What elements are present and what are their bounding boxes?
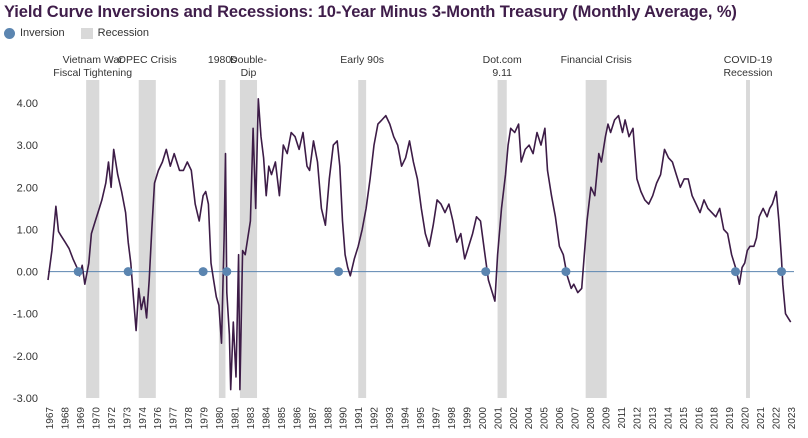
x-tick-label: 1983 bbox=[246, 407, 257, 430]
y-tick-label: 1.00 bbox=[17, 224, 38, 236]
recession-swatch-icon bbox=[80, 27, 93, 39]
x-tick-label: 2022 bbox=[772, 407, 783, 430]
inversion-marker bbox=[481, 267, 491, 277]
x-tick-label: 1992 bbox=[370, 407, 381, 430]
inversion-marker bbox=[222, 267, 232, 277]
recession-band bbox=[746, 80, 750, 398]
x-tick-label: 1976 bbox=[153, 407, 164, 430]
x-tick-label: 1967 bbox=[45, 407, 56, 430]
x-tick-label: 1999 bbox=[462, 407, 473, 430]
recession-band bbox=[138, 80, 156, 398]
x-tick-label: 1987 bbox=[308, 407, 319, 430]
x-tick-label: 1973 bbox=[122, 407, 133, 430]
recession-label: Double- bbox=[230, 54, 267, 66]
inversion-marker-icon bbox=[4, 27, 15, 39]
legend-item-inversion: Inversion bbox=[4, 27, 65, 39]
x-tick-label: 2021 bbox=[756, 407, 767, 430]
x-tick-label: 1984 bbox=[261, 407, 272, 430]
x-tick-label: 1978 bbox=[184, 407, 195, 430]
x-tick-label: 2009 bbox=[602, 407, 613, 430]
y-tick-label: 3.00 bbox=[17, 140, 38, 152]
x-tick-label: 1990 bbox=[339, 407, 350, 430]
recession-label: Vietnam War bbox=[63, 54, 124, 66]
x-tick-label: 1979 bbox=[200, 407, 211, 430]
recession-label: OPEC Crisis bbox=[118, 54, 177, 66]
x-tick-label: 1980 bbox=[215, 407, 226, 430]
inversion-marker bbox=[198, 267, 208, 277]
recession-label: Fiscal Tightening bbox=[53, 67, 132, 79]
x-tick-label: 1977 bbox=[169, 407, 180, 430]
x-tick-label: 2016 bbox=[694, 407, 705, 430]
recession-label: 1980s bbox=[208, 54, 237, 66]
inversion-marker bbox=[123, 267, 133, 277]
legend-label-recession: Recession bbox=[97, 27, 149, 39]
x-tick-label: 1972 bbox=[107, 407, 118, 430]
y-tick-label: -2.00 bbox=[13, 351, 38, 363]
x-tick-label: 1981 bbox=[231, 407, 242, 430]
inversion-marker bbox=[334, 267, 344, 277]
x-tick-label: 1974 bbox=[138, 407, 149, 430]
inversion-marker bbox=[73, 267, 83, 277]
inversion-marker bbox=[777, 267, 787, 277]
chart-title: Yield Curve Inversions and Recessions: 1… bbox=[4, 3, 737, 21]
x-tick-label: 2023 bbox=[787, 407, 798, 430]
y-tick-label: -1.00 bbox=[13, 309, 38, 321]
inversion-marker bbox=[561, 267, 571, 277]
x-tick-label: 2002 bbox=[509, 407, 520, 430]
x-tick-label: 2007 bbox=[571, 407, 582, 430]
recession-label: COVID-19 bbox=[724, 54, 773, 66]
x-tick-label: 1995 bbox=[416, 407, 427, 430]
recession-label: Dip bbox=[241, 67, 257, 79]
recession-band bbox=[218, 80, 226, 398]
x-tick-label: 1994 bbox=[401, 407, 412, 430]
x-tick-label: 1997 bbox=[432, 407, 443, 430]
recession-label: Early 90s bbox=[340, 54, 384, 66]
x-tick-label: 2013 bbox=[648, 407, 659, 430]
x-tick-label: 2018 bbox=[710, 407, 721, 430]
recession-band bbox=[86, 80, 100, 398]
recession-label: Dot.com bbox=[483, 54, 522, 66]
x-tick-label: 1985 bbox=[277, 407, 288, 430]
x-tick-label: 1968 bbox=[61, 407, 72, 430]
recession-band bbox=[239, 80, 258, 398]
recession-label: 9.11 bbox=[492, 67, 512, 79]
legend-item-recession: Recession bbox=[80, 27, 149, 39]
x-tick-label: 1991 bbox=[354, 407, 365, 430]
recession-band bbox=[358, 80, 367, 398]
x-tick-label: 1998 bbox=[447, 407, 458, 430]
recession-label: Financial Crisis bbox=[561, 54, 632, 66]
x-tick-label: 1969 bbox=[76, 407, 87, 430]
x-tick-label: 2014 bbox=[663, 407, 674, 430]
x-tick-label: 2000 bbox=[478, 407, 489, 430]
legend-label-inversion: Inversion bbox=[20, 27, 65, 39]
x-tick-label: 2020 bbox=[741, 407, 752, 430]
recession-band bbox=[585, 80, 607, 398]
x-tick-label: 2011 bbox=[617, 407, 628, 429]
x-tick-label: 2005 bbox=[540, 407, 551, 430]
inversion-marker bbox=[731, 267, 741, 277]
series-line bbox=[47, 98, 792, 391]
recession-band bbox=[497, 80, 507, 398]
x-tick-label: 2006 bbox=[555, 407, 566, 430]
x-tick-label: 2001 bbox=[493, 407, 504, 430]
x-tick-label: 1970 bbox=[91, 407, 102, 430]
y-tick-label: 0.00 bbox=[17, 267, 38, 279]
y-tick-label: 2.00 bbox=[17, 182, 38, 194]
y-tick-label: -3.00 bbox=[13, 393, 38, 405]
x-tick-label: 1988 bbox=[323, 407, 334, 430]
y-tick-label: 4.00 bbox=[17, 98, 38, 110]
recession-label: Recession bbox=[723, 67, 772, 79]
x-tick-label: 2004 bbox=[524, 407, 535, 430]
x-tick-label: 2012 bbox=[632, 407, 643, 430]
x-tick-label: 2015 bbox=[679, 407, 690, 430]
legend: Inversion Recession bbox=[4, 27, 159, 39]
x-tick-label: 1993 bbox=[385, 407, 396, 430]
x-tick-label: 1986 bbox=[292, 407, 303, 430]
x-tick-label: 2008 bbox=[586, 407, 597, 430]
x-tick-label: 2019 bbox=[725, 407, 736, 430]
